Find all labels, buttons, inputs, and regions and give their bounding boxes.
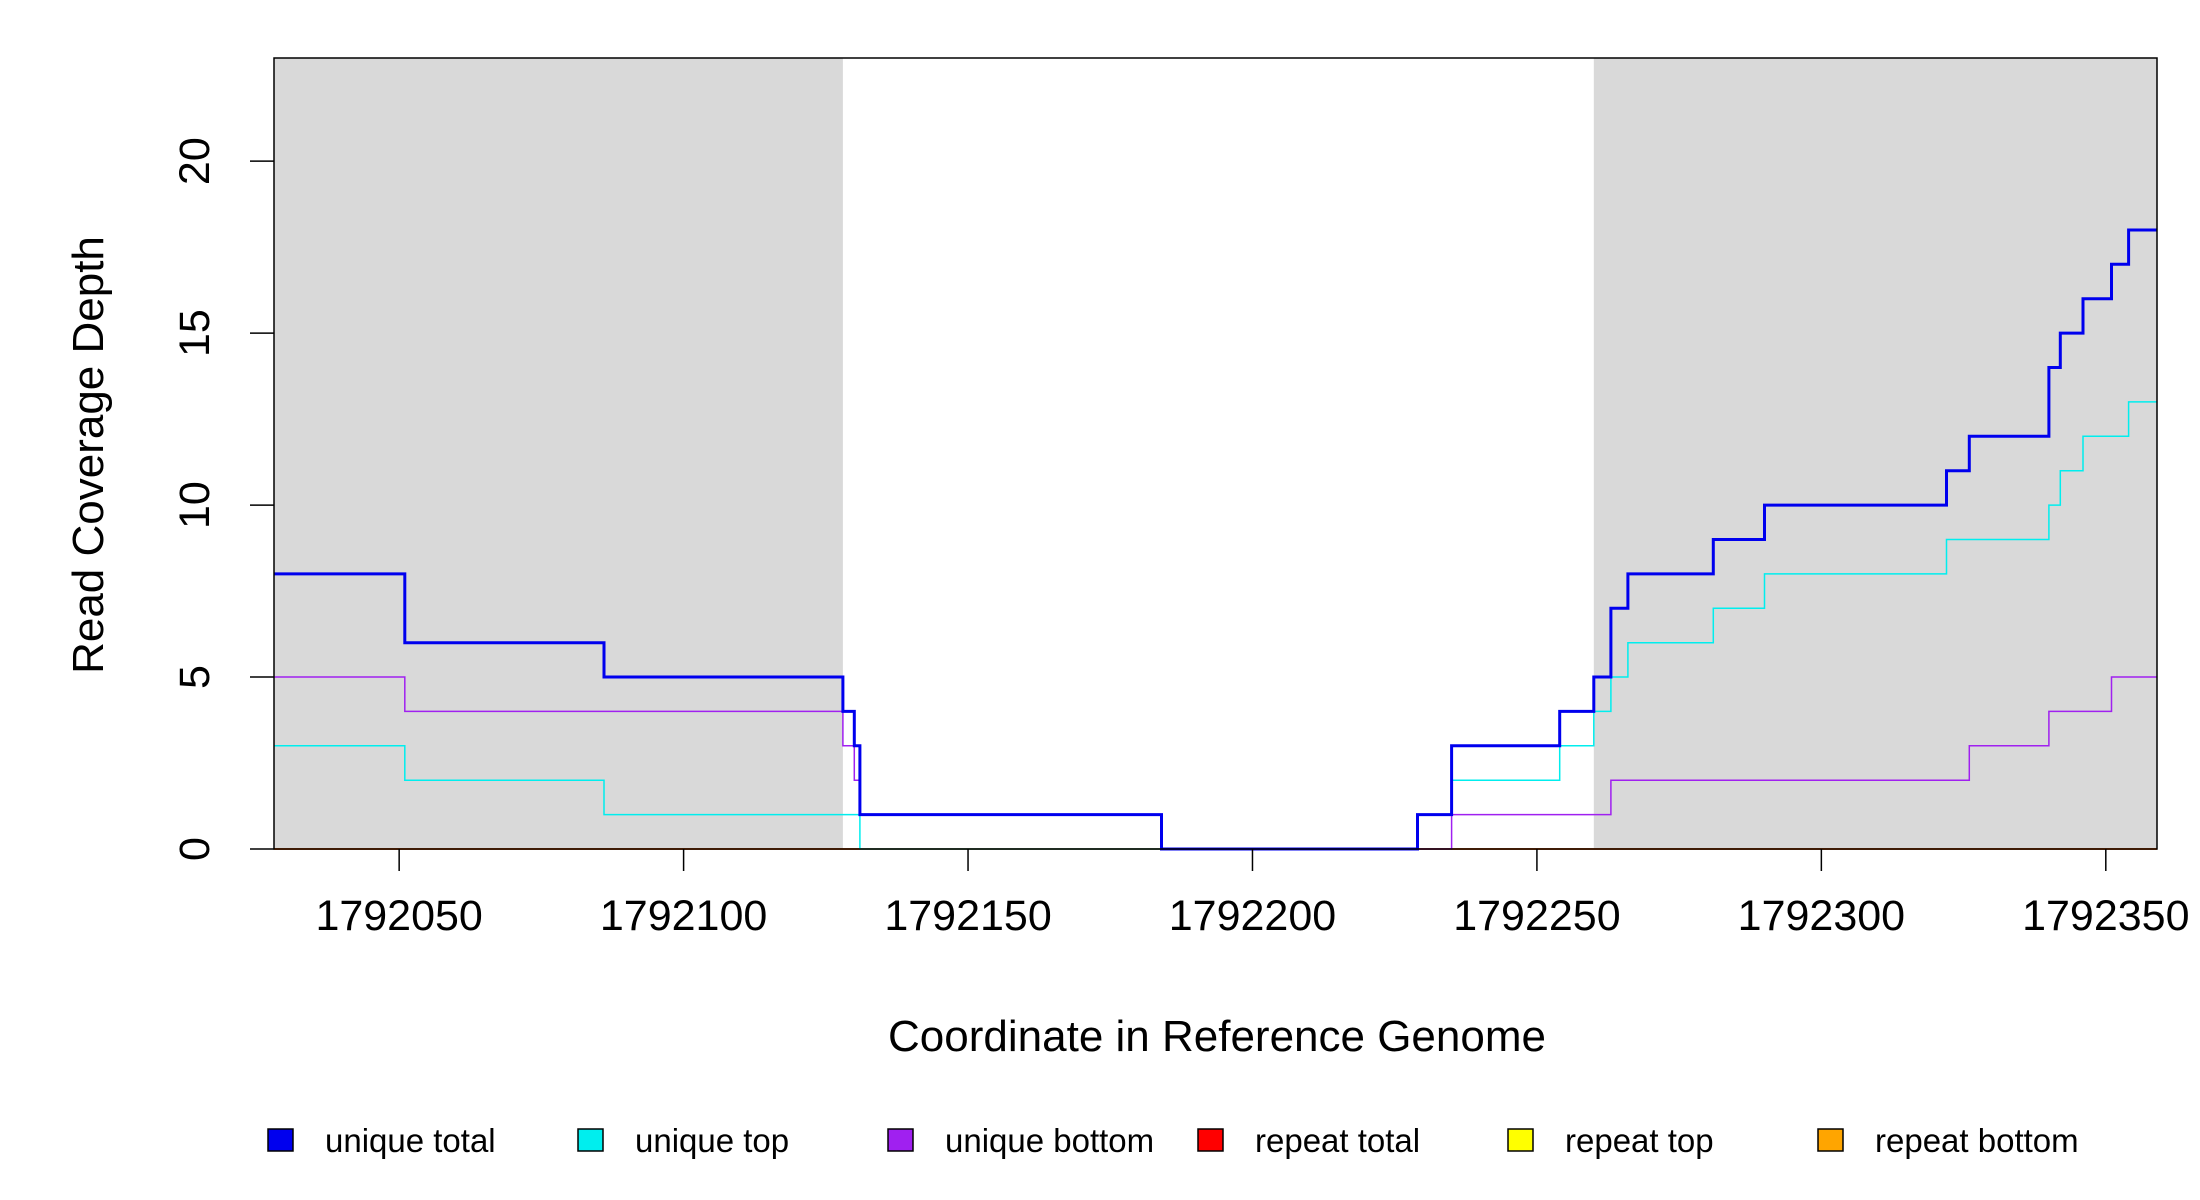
legend-swatch-unique-bottom (887, 1128, 914, 1152)
shaded-region-2 (1593, 58, 2157, 849)
legend-label-repeat-bottom: repeat bottom (1875, 1122, 2079, 1159)
legend-swatch-repeat-bottom (1817, 1128, 1844, 1152)
plot-frame (273, 57, 2158, 850)
x-tick-label: 1792150 (884, 892, 1051, 940)
x-tick-label: 1792100 (600, 892, 767, 940)
y-axis: 0 5 10 15 20 (171, 137, 274, 861)
x-tick-label: 1792300 (1738, 892, 1905, 940)
y-tick-label: 10 (171, 481, 219, 529)
y-tick-label: 0 (171, 837, 219, 861)
x-axis-title: Coordinate in Reference Genome (888, 1012, 1546, 1061)
y-axis-title: Read Coverage Depth (64, 236, 113, 674)
y-tick-label: 20 (171, 137, 219, 185)
x-tick-label: 1792250 (1453, 892, 1620, 940)
y-tick-label: 15 (171, 309, 219, 357)
legend-swatch-repeat-total (1197, 1128, 1224, 1152)
y-tick-label: 5 (171, 665, 219, 689)
legend-label-repeat-total: repeat total (1255, 1122, 1420, 1159)
x-tick-label: 1792350 (2022, 892, 2189, 940)
x-tick-label: 1792200 (1169, 892, 1336, 940)
legend-label-unique-top: unique top (635, 1122, 789, 1159)
legend-swatch-unique-total (267, 1128, 294, 1152)
legend: unique total unique top unique bottom repea… (267, 1122, 2079, 1159)
series-line-unique-top (274, 401, 2157, 850)
legend-swatch-unique-top (577, 1128, 604, 1152)
legend-label-repeat-top: repeat top (1565, 1122, 1714, 1159)
x-axis: 1792050 1792100 1792150 1792200 1792250 17923… (315, 849, 2190, 940)
shaded-region-1 (274, 58, 843, 849)
series-line-unique-total (274, 228, 2157, 851)
legend-label-unique-bottom: unique bottom (945, 1122, 1154, 1159)
shaded-regions (274, 58, 2157, 849)
x-tick-label: 1792050 (315, 892, 482, 940)
legend-label-unique-total: unique total (325, 1122, 496, 1159)
legend-swatch-repeat-top (1507, 1128, 1534, 1152)
